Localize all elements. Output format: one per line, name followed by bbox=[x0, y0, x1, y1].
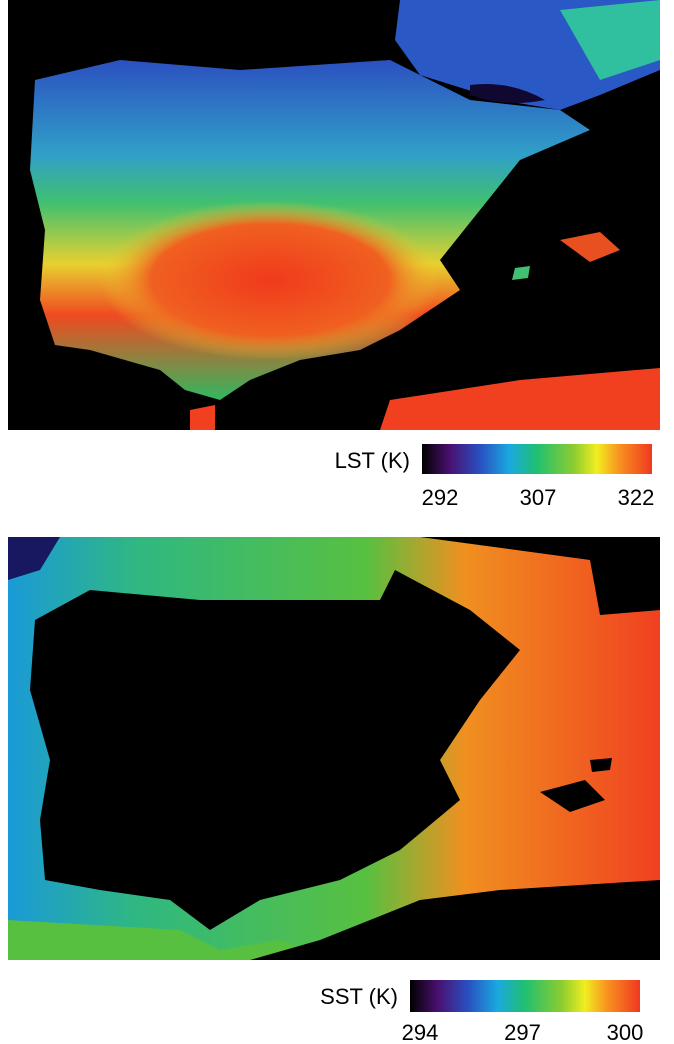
colorbar-tick-label: 307 bbox=[520, 485, 557, 510]
colorbar-tick-label: 294 bbox=[402, 1020, 439, 1044]
colorbar-tick-label: 322 bbox=[618, 485, 655, 510]
colorbar bbox=[422, 444, 652, 474]
sst-map bbox=[8, 537, 660, 960]
figure: LST (K) SST (K) 292 307 322 294 297 300 bbox=[0, 0, 674, 1044]
colorbar-tick-label: 300 bbox=[607, 1020, 644, 1044]
colorbar-label: SST (K) bbox=[320, 984, 398, 1009]
colorbar-label: LST (K) bbox=[335, 448, 410, 473]
colorbar bbox=[410, 980, 640, 1012]
colorbar-tick-label: 297 bbox=[504, 1020, 541, 1044]
lst-map bbox=[8, 0, 660, 430]
colorbar-tick-label: 292 bbox=[422, 485, 459, 510]
